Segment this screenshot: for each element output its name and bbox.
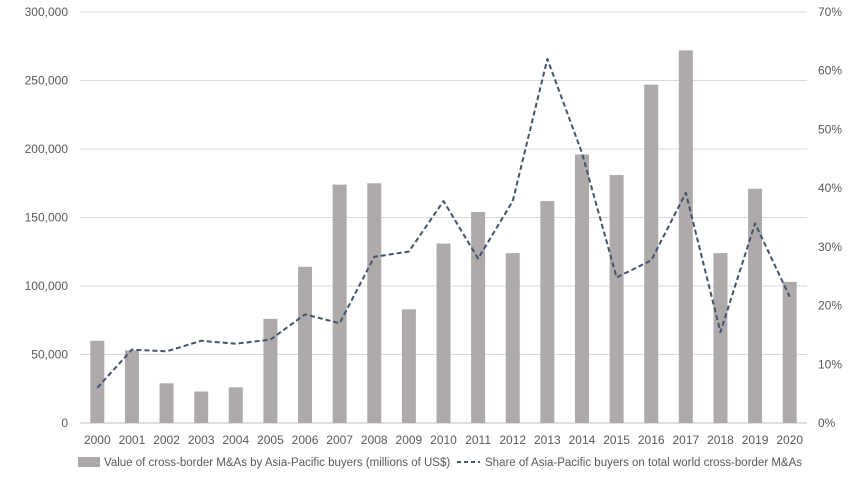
x-tick-label: 2002 xyxy=(153,433,180,447)
left-tick-label: 200,000 xyxy=(25,142,69,156)
x-tick-label: 2007 xyxy=(326,433,353,447)
x-tick-label: 2016 xyxy=(638,433,665,447)
left-tick-label: 300,000 xyxy=(25,5,69,19)
bar xyxy=(401,309,416,423)
right-tick-label: 50% xyxy=(818,122,842,136)
x-tick-label: 2004 xyxy=(222,433,249,447)
x-tick-label: 2015 xyxy=(603,433,630,447)
share-line xyxy=(96,57,791,389)
bars xyxy=(90,50,797,424)
share-line-path xyxy=(96,57,791,389)
x-tick-label: 2003 xyxy=(188,433,215,447)
x-tick-label: 2014 xyxy=(569,433,596,447)
bar xyxy=(609,175,624,423)
x-tick-label: 2010 xyxy=(430,433,457,447)
left-tick-label: 100,000 xyxy=(25,279,69,293)
bar xyxy=(644,84,659,424)
left-tick-label: 150,000 xyxy=(25,211,69,225)
x-tick-label: 2006 xyxy=(292,433,319,447)
right-tick-label: 0% xyxy=(818,416,836,430)
x-tick-label: 2001 xyxy=(119,433,146,447)
bar xyxy=(574,154,589,424)
x-tick-label: 2009 xyxy=(396,433,423,447)
x-tick-label: 2008 xyxy=(361,433,388,447)
x-tick-label: 2020 xyxy=(776,433,803,447)
legend-label-line: Share of Asia-Pacific buyers on total wo… xyxy=(485,457,802,469)
left-tick-label: 50,000 xyxy=(31,348,68,362)
x-tick-label: 2017 xyxy=(672,433,699,447)
bar xyxy=(194,391,209,423)
x-axis: 2000 2001 2002 2003 2004 2005 2006 2007 2008 2009… xyxy=(84,433,803,447)
x-tick-label: 2019 xyxy=(742,433,769,447)
bar xyxy=(159,383,174,423)
legend-swatch-bar xyxy=(78,457,100,467)
bar xyxy=(678,50,693,424)
bar xyxy=(332,184,347,423)
left-tick-label: 0 xyxy=(61,416,68,430)
legend-label-bar: Value of cross-border M&As by Asia-Pacif… xyxy=(104,457,450,469)
x-tick-label: 2018 xyxy=(707,433,734,447)
bar xyxy=(540,201,555,423)
left-tick-label: 250,000 xyxy=(25,74,69,88)
bar xyxy=(124,350,139,423)
bar xyxy=(471,212,486,423)
bar xyxy=(748,188,763,423)
bar xyxy=(367,183,382,423)
right-tick-label: 30% xyxy=(818,240,842,254)
x-tick-label: 2011 xyxy=(465,433,491,447)
bar xyxy=(436,243,451,423)
right-tick-label: 20% xyxy=(818,299,842,313)
right-axis: 0% 10% 20% 30% 40% 50% 60% 70% xyxy=(818,5,842,430)
bar xyxy=(90,340,105,423)
bar xyxy=(713,253,728,423)
x-tick-label: 2013 xyxy=(534,433,561,447)
bar xyxy=(263,318,278,423)
right-tick-label: 60% xyxy=(818,64,842,78)
bar xyxy=(228,387,243,423)
x-tick-label: 2000 xyxy=(84,433,111,447)
x-tick-label: 2005 xyxy=(257,433,284,447)
right-tick-label: 40% xyxy=(818,181,842,195)
legend: Value of cross-border M&As by Asia-Pacif… xyxy=(78,457,802,469)
left-axis: 0 50,000 100,000 150,000 200,000 250,000 300,0… xyxy=(25,5,69,430)
right-tick-label: 70% xyxy=(818,5,842,19)
bar xyxy=(298,266,313,423)
bar xyxy=(782,281,797,423)
x-tick-label: 2012 xyxy=(499,433,526,447)
right-tick-label: 10% xyxy=(818,357,842,371)
bar xyxy=(505,253,520,423)
